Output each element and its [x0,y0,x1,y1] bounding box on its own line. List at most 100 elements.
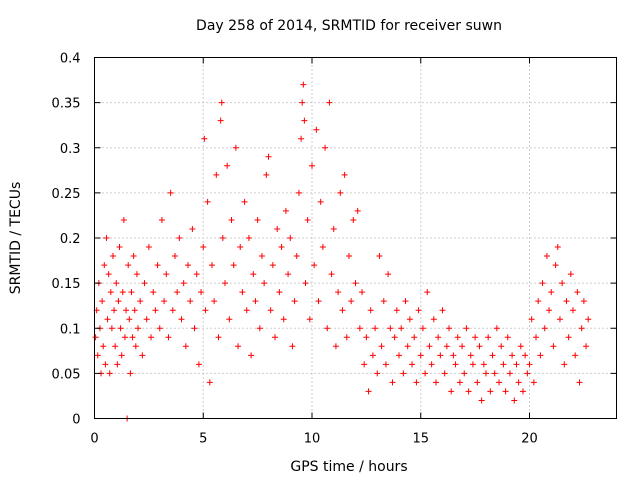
data-point [125,262,132,269]
data-point [105,271,112,278]
data-point [235,343,242,350]
data-point [169,307,176,314]
data-point [113,280,120,287]
data-point [474,379,481,386]
data-point [409,361,416,368]
data-point [143,316,150,323]
axis-ticks [94,57,617,419]
data-point [272,334,279,341]
data-point [574,289,581,296]
data-point [576,379,583,386]
data-point [135,325,141,332]
data-point [559,280,566,287]
data-point [241,198,248,205]
data-point [528,316,535,323]
data-point [102,361,109,368]
data-point [103,235,110,241]
data-point [300,81,307,88]
data-point [422,370,429,377]
y-tick-label: 0.15 [52,277,81,292]
data-point [293,253,300,260]
data-point [195,361,202,368]
data-point [393,307,400,314]
data-point [152,307,159,314]
data-point [548,289,555,296]
data-point [189,225,196,232]
data-point [419,325,426,332]
data-point [382,361,389,368]
data-point [337,189,344,196]
data-point [435,334,442,341]
data-point [121,334,128,341]
data-point [537,352,544,359]
data-point [132,343,139,350]
data-point [112,343,119,350]
data-point [478,397,485,404]
data-point [356,325,363,332]
data-point [459,343,466,350]
data-point [441,370,448,377]
data-point [485,334,492,341]
y-tick-label: 0.2 [60,232,81,247]
data-point [107,289,114,296]
data-point [396,352,402,359]
y-tick-label: 0.25 [52,187,81,202]
data-point [541,325,548,332]
data-point [274,225,281,232]
data-point [306,316,313,323]
data-points [92,81,592,422]
grid [94,57,617,419]
data-point [261,280,268,287]
data-point [359,289,366,296]
data-point [332,343,339,350]
data-point [513,361,520,368]
data-point [276,289,283,296]
data-point [193,271,200,278]
y-tick-label: 0.1 [60,322,81,337]
data-point [524,370,531,377]
data-point [201,135,208,142]
data-point [424,289,431,296]
data-point [239,289,246,296]
data-point [99,298,106,305]
data-point [487,388,494,395]
data-point [198,289,205,296]
data-point [133,271,140,278]
data-point [432,379,439,386]
data-point [385,271,392,278]
data-point [430,316,437,323]
data-point [461,370,468,377]
data-point [119,289,126,296]
data-point [546,307,553,314]
data-point [206,379,213,386]
data-point [232,144,239,151]
data-point [218,99,225,106]
data-point [404,343,411,350]
data-point [561,361,568,368]
data-point [376,253,383,260]
data-point [345,253,352,260]
data-point [319,244,326,251]
y-tick-label: 0.3 [60,142,81,157]
data-point [250,271,257,278]
data-point [398,325,405,332]
data-point [213,171,220,178]
chart-title: Day 258 of 2014, SRMTID for receiver suw… [196,18,502,34]
data-point [570,307,576,314]
data-point [163,271,170,278]
data-point [128,289,135,296]
data-point [378,343,385,350]
data-point [126,316,133,323]
data-point [158,216,165,223]
data-point [335,289,342,296]
data-point [543,253,550,260]
data-point [348,298,355,305]
data-point [328,271,335,278]
data-point [489,352,496,359]
data-point [114,361,121,368]
data-point [265,153,272,160]
data-point [391,334,398,341]
data-point [452,361,459,368]
data-point [572,352,579,359]
data-point [535,298,542,305]
